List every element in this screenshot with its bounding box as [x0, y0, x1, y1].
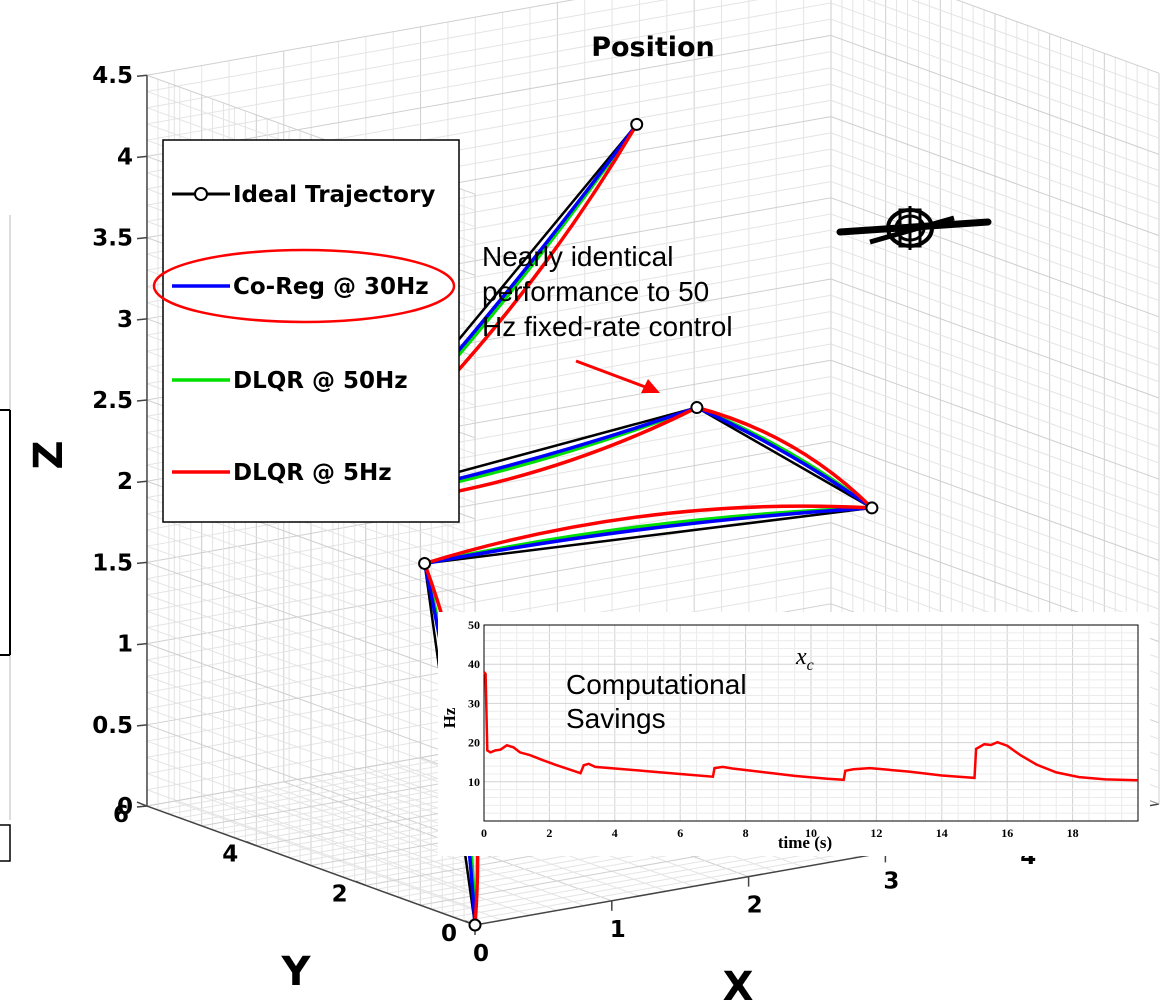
z-tick-label: 0: [117, 794, 133, 820]
inset-x-tick-label: 18: [1067, 826, 1079, 840]
inset-x-tick-label: 4: [612, 826, 618, 840]
x-tick-label: 0: [473, 941, 489, 967]
legend-item-dlqr5: DLQR @ 5Hz: [172, 460, 392, 486]
inset-x-tick-label: 12: [870, 826, 882, 840]
y-tick-label: 6: [113, 802, 129, 828]
inset-chart: 0 2 4 6 8 10 12 14 16 18 10 20 30 40 50 time (s) Hz x…: [438, 612, 1150, 856]
inset-y-tick-label: 20: [468, 736, 480, 750]
legend-item-coreg: Co-Reg @ 30Hz: [152, 248, 456, 324]
y-tick-labels: 0 2 4 6: [113, 801, 476, 947]
z-tick-label: 1: [117, 632, 133, 658]
quadcopter-icon: [836, 206, 992, 250]
legend-label-dlqr50: DLQR @ 50Hz: [233, 368, 408, 394]
x-axis-label: X: [723, 964, 754, 1005]
z-tick-label: 2: [117, 469, 133, 495]
inset-x-tick-label: 16: [1001, 826, 1013, 840]
annotation-text: Nearly identical performance to 50 Hz fi…: [482, 241, 733, 342]
z-axis-label: Z: [26, 440, 72, 469]
pointer-arrow-icon: [575, 359, 660, 393]
inset-y-tick-labels: 10 20 30 40 50: [468, 618, 480, 789]
x-tick-label: 2: [747, 893, 763, 919]
inset-x-tick-label: 6: [677, 826, 683, 840]
inset-x-tick-label: 2: [546, 826, 552, 840]
inset-annotation: Computational Savings: [566, 669, 754, 734]
inset-y-tick-label: 30: [468, 696, 480, 710]
legend: Ideal Trajectory Co-Reg @ 30Hz DLQR @ 50…: [152, 139, 460, 523]
z-tick-label: 4.5: [92, 63, 133, 89]
waypoint-marker: [690, 401, 704, 415]
z-tick-label: 4: [117, 144, 133, 170]
x-tick-label: 1: [610, 917, 626, 943]
inset-x-tick-label: 8: [743, 826, 749, 840]
inset-x-tick-label: 0: [481, 826, 487, 840]
waypoint-marker: [630, 117, 644, 131]
z-tick-label: 3.5: [92, 226, 133, 252]
legend-label-ideal: Ideal Trajectory: [233, 182, 435, 208]
y-axis-label: Y: [281, 949, 312, 995]
z-tick-label: 0.5: [92, 713, 133, 739]
waypoint-marker: [468, 918, 482, 932]
inset-plot-area: [483, 624, 1139, 822]
y-tick-label: 2: [332, 881, 348, 907]
inset-y-tick-label: 40: [468, 657, 480, 671]
inset-x-label: time (s): [778, 833, 832, 852]
z-tick-label: 2.5: [92, 388, 133, 414]
inset-x-tick-label: 14: [936, 826, 948, 840]
x-tick-label: 3: [883, 868, 899, 894]
inset-background: [438, 612, 1150, 856]
legend-label-dlqr5: DLQR @ 5Hz: [233, 460, 392, 486]
inset-series-line: [483, 671, 1139, 782]
inset-series-label: xc: [795, 644, 814, 674]
waypoint-marker: [865, 501, 879, 515]
legend-item-dlqr50: DLQR @ 50Hz: [172, 368, 408, 394]
legend-item-ideal: Ideal Trajectory: [172, 182, 435, 208]
inset-y-tick-label: 10: [468, 775, 480, 789]
waypoint-marker: [418, 556, 432, 570]
z-tick-label: 3: [117, 307, 133, 333]
y-tick-label: 4: [222, 842, 238, 868]
inset-x-tick-label: 10: [805, 826, 817, 840]
highlight-ellipse: [152, 248, 456, 324]
z-tick-labels: 0 0.5 1 1.5 2 2.5 3 3.5 4 4.5: [92, 63, 148, 820]
legend-label-coreg: Co-Reg @ 30Hz: [233, 274, 429, 300]
cropped-neighbour-figure: [0, 215, 11, 862]
chart-title: Position: [591, 32, 715, 63]
inset-y-label: Hz: [440, 707, 459, 728]
y-tick-label: 0: [441, 921, 457, 947]
inset-x-tick-labels: 0 2 4 6 8 10 12 14 16 18: [481, 826, 1079, 840]
z-tick-label: 1.5: [92, 550, 133, 576]
inset-y-tick-label: 50: [468, 618, 480, 632]
